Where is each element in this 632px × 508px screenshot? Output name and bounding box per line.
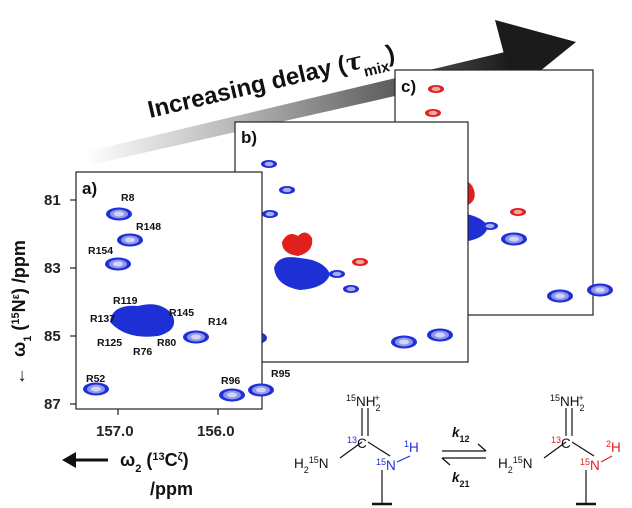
- left-structure: [339, 408, 392, 506]
- left-nh-bond: [396, 455, 411, 463]
- x-axis: [117, 409, 219, 415]
- peak-label-r80: R80: [157, 337, 176, 349]
- left-nh2-plus: 15NH2+: [346, 393, 381, 413]
- right-h2n: H215N: [498, 455, 533, 475]
- right-nitrogen: 15N: [580, 457, 600, 473]
- svg-text:←ω1 (15Nε) /ppm: ←ω1 (15Nε) /ppm: [9, 240, 34, 385]
- right-nh-bond: [600, 455, 613, 463]
- peak-label-r52: R52: [86, 373, 105, 385]
- left-nitrogen: 15N: [376, 457, 396, 473]
- y-tick-87: 87: [44, 396, 61, 413]
- y-tick-85: 85: [44, 328, 61, 345]
- panel-b-positive-peaks: [241, 160, 453, 349]
- x-axis-title: ω2 (13Cζ): [120, 450, 189, 475]
- y-axis-title: ←ω1 (15Nε) /ppm: [9, 240, 34, 385]
- peak-label-r14: R14: [208, 316, 227, 328]
- left-hydrogen: 1H: [404, 439, 419, 455]
- panel-a-peaks: [83, 207, 274, 402]
- peak-label-r96: R96: [221, 375, 240, 387]
- peak-label-r137: R137: [90, 313, 115, 325]
- rate-k21: k21: [452, 470, 470, 489]
- y-tick-83: 83: [44, 260, 61, 277]
- peak-label-r76: R76: [133, 346, 152, 358]
- right-nh2-plus: 15NH2+: [550, 393, 585, 413]
- right-deuterium: 2H: [606, 439, 621, 455]
- x-axis-unit: /ppm: [150, 479, 193, 499]
- right-carbon: 13C: [551, 435, 571, 451]
- rate-k12: k12: [452, 425, 470, 444]
- y-axis: [70, 199, 76, 405]
- panel-b: b): [234, 121, 469, 363]
- x-tick-157: 157.0: [96, 423, 134, 440]
- peak-label-r119: R119: [113, 295, 138, 307]
- x-axis-arrow: [62, 452, 108, 468]
- panel-c-letter: c): [401, 77, 416, 96]
- panel-b-letter: b): [241, 128, 257, 147]
- exchange-scheme: 15NH2+ H215N 13C 15N 1H k12 k21 15NH2+ H…: [294, 393, 621, 506]
- peak-label-r8: R8: [121, 192, 135, 204]
- panel-b-negative-peaks: [282, 232, 368, 266]
- panel-a-letter: a): [82, 179, 97, 198]
- peak-label-r154: R154: [88, 245, 113, 257]
- peak-label-r148: R148: [136, 221, 161, 233]
- peak-label-r145: R145: [169, 307, 194, 319]
- peak-label-r125: R125: [97, 337, 122, 349]
- left-carbon: 13C: [347, 435, 367, 451]
- x-tick-156: 156.0: [197, 423, 235, 440]
- y-tick-81: 81: [44, 192, 61, 209]
- panel-a: a) R8 R148 R154 R119 R145 R137 R14 R125 …: [75, 171, 290, 410]
- right-structure: [543, 408, 596, 506]
- peak-label-r95: R95: [271, 368, 290, 380]
- equilibrium-arrows: [441, 443, 487, 466]
- left-h2n: H215N: [294, 455, 329, 475]
